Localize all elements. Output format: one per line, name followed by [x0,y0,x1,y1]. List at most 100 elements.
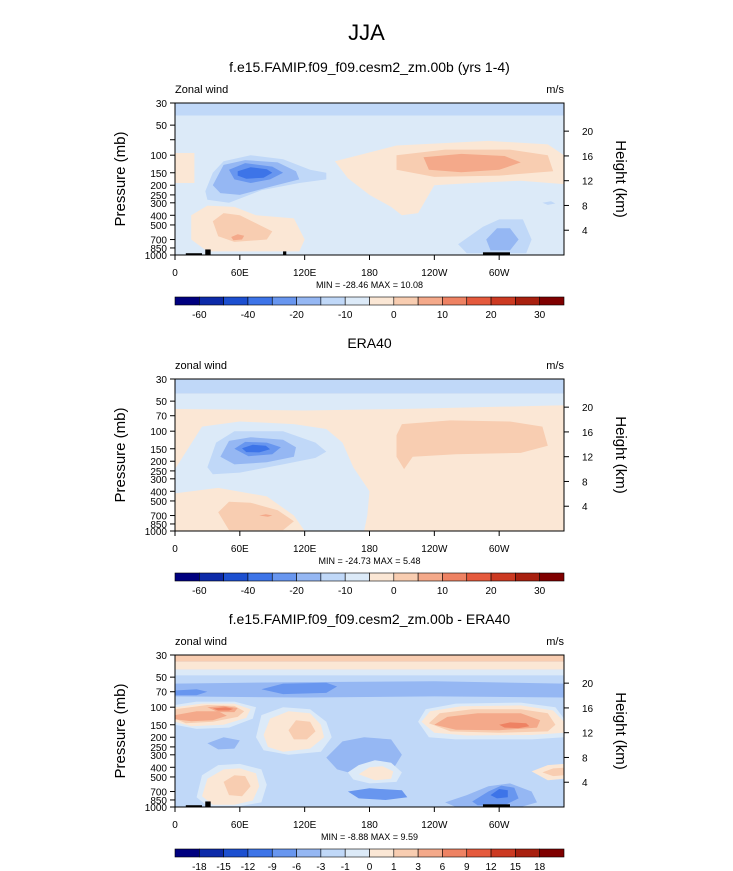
x-tick-label: 180 [361,820,378,831]
x-tick-label: 60E [231,820,249,831]
contour-region [542,767,564,777]
y-tick-label: 850 [150,244,167,255]
colorbar-swatch [490,296,516,306]
height-tick-label: 20 [582,679,594,690]
colorbar-swatch [174,296,200,306]
y-tick-label: 500 [150,773,167,784]
height-tick-label: 8 [582,753,588,764]
terrain-bar [205,801,211,807]
height-tick-label: 4 [582,778,588,789]
colorbar-swatch [223,848,249,858]
colorbar-swatch [417,848,443,858]
y-tick-label: 50 [156,673,168,684]
y-tick-label: 400 [150,211,167,222]
y-tick-label: 30 [156,375,168,386]
colorbar-swatch [515,572,540,582]
contour-region [175,669,564,676]
panel-title: f.e15.FAMIP.f09_f09.cesm2_zm.00b (yrs 1-… [229,59,510,75]
colorbar-swatch [296,848,322,858]
colorbar-swatch [296,296,322,306]
colorbar-label: 6 [440,862,446,871]
colorbar-swatch [539,572,565,582]
colorbar-swatch [417,572,443,582]
contour-region [358,766,394,781]
colorbar-label: 15 [510,862,522,871]
y-tick-label: 50 [156,397,168,408]
y-tick-label: 700 [150,512,167,523]
y-tick-label: 700 [150,236,167,247]
colorbar-swatch [515,296,540,306]
colorbar-swatch [369,572,395,582]
y-tick-label: 850 [150,520,167,531]
colorbar-label: -10 [338,310,353,321]
height-tick-label: 20 [582,127,594,138]
colorbar-label: 30 [534,586,546,597]
min-max-stats: MIN = -8.88 MAX = 9.59 [321,832,418,842]
colorbar-label: -60 [192,310,207,321]
y-tick-label: 1000 [145,527,168,538]
y-axis-label: Pressure (mb) [112,407,129,502]
contour-region [237,167,273,179]
colorbar-label: 0 [391,310,397,321]
contour-region [396,420,548,470]
panel-3: f.e15.FAMIP.f09_f09.cesm2_zm.00b - ERA40… [112,611,629,871]
colorbar-label: -9 [268,862,277,871]
colorbar-label: -20 [289,586,304,597]
y-tick-label: 500 [150,221,167,232]
colorbar-swatch [320,296,346,306]
colorbar-swatch [369,848,395,858]
colorbar-label: 10 [437,586,449,597]
colorbar-swatch [271,848,297,858]
contour-region [212,213,273,242]
y-axis-label-right: Height (km) [612,692,629,770]
contour-region [207,737,240,750]
contour-region [175,661,564,670]
y-axis-label: Pressure (mb) [112,683,129,778]
colorbar-swatch [271,572,297,582]
colorbar-swatch [296,572,322,582]
contour-region [223,775,251,797]
y-tick-label: 70 [156,688,168,699]
colorbar-label: -60 [192,586,207,597]
y-tick-label: 100 [150,151,167,162]
colorbar-swatch [539,848,565,858]
colorbar-label: -40 [241,586,256,597]
y-tick-label: 250 [150,191,167,202]
colorbar-label: 30 [534,310,546,321]
contour-region [242,444,271,453]
y-tick-label: 70 [156,412,168,423]
y-tick-label: 200 [150,733,167,744]
colorbar-swatch [393,848,419,858]
colorbar-label: 18 [534,862,546,871]
terrain-bar [482,804,510,807]
panel-right-label: m/s [546,636,564,648]
colorbar-swatch [223,572,249,582]
colorbar-swatch [344,572,370,582]
x-tick-label: 60W [489,544,510,555]
y-tick-label: 250 [150,467,167,478]
height-tick-label: 16 [582,704,594,715]
colorbar-label: -6 [292,862,301,871]
height-tick-label: 20 [582,403,594,414]
contour-region [486,228,519,251]
contour-region [175,103,564,116]
x-tick-label: 60E [231,544,249,555]
colorbar-swatch [466,296,492,306]
y-tick-label: 300 [150,475,167,486]
colorbar-label: 10 [437,310,449,321]
y-axis-label-right: Height (km) [612,416,629,494]
colorbar-swatch [247,572,273,582]
colorbar-swatch [223,296,249,306]
contour-region [175,655,564,662]
colorbar-swatch [247,296,273,306]
x-tick-label: 0 [172,268,178,279]
contour-region [212,707,234,711]
colorbar-swatch [393,572,419,582]
y-tick-label: 300 [150,199,167,210]
contour-region [490,789,508,799]
panel-right-label: m/s [546,360,564,372]
y-tick-label: 400 [150,487,167,498]
x-tick-label: 120W [421,268,448,279]
